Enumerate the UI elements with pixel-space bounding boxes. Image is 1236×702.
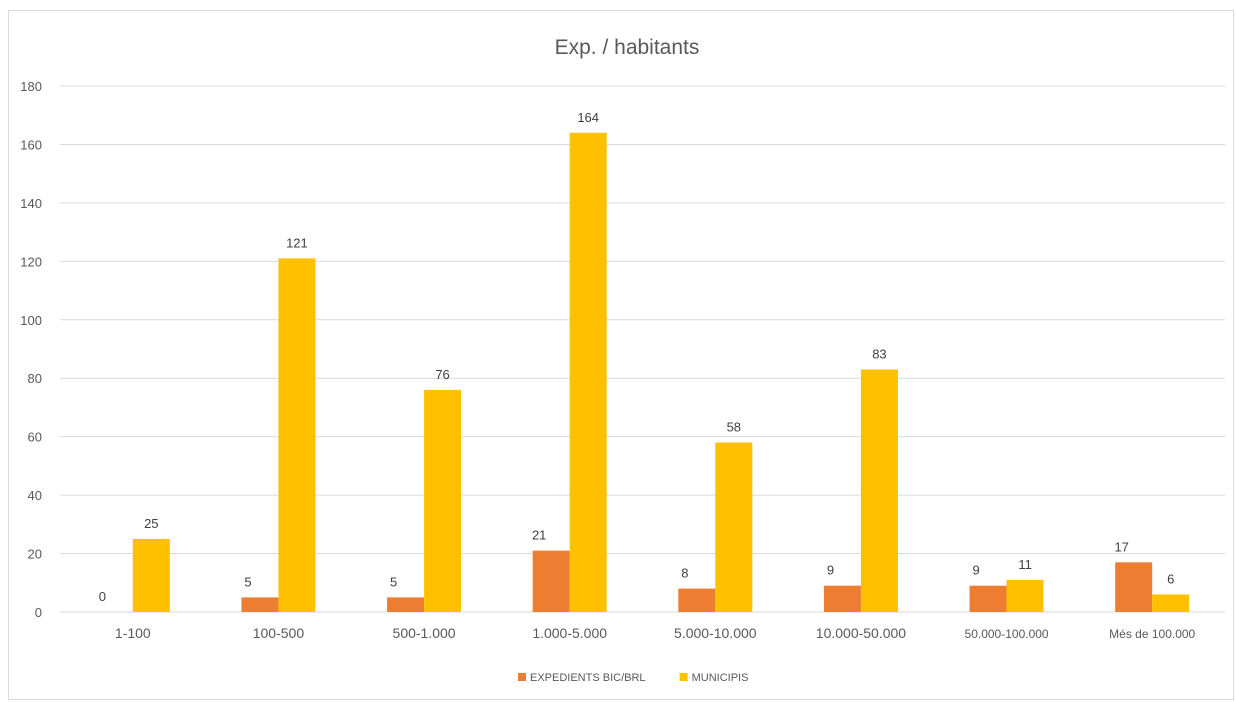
y-tick-label: 120 <box>20 254 42 269</box>
bar <box>969 585 1007 612</box>
bar <box>532 550 570 612</box>
legend: EXPEDIENTS BIC/BRL MUNICIPIS <box>518 672 748 684</box>
x-category-label: 50.000-100.000 <box>965 627 1049 641</box>
x-category-label: Més de 100.000 <box>1109 627 1195 641</box>
legend-swatch <box>679 673 688 681</box>
data-label: 6 <box>1167 571 1174 586</box>
data-label: 5 <box>244 574 251 589</box>
y-tick-label: 80 <box>28 371 42 386</box>
bar <box>278 258 316 612</box>
bar <box>569 132 607 612</box>
bar <box>1152 594 1190 612</box>
bar <box>715 442 753 612</box>
chart-title: Exp. / habitants <box>555 36 700 59</box>
data-label: 9 <box>972 563 979 578</box>
data-labels: 0 25 5 121 5 76 21 164 8 58 9 83 9 11 17 6 <box>99 110 1175 604</box>
data-label: 121 <box>286 235 308 250</box>
bars <box>132 132 1190 612</box>
data-label: 11 <box>1018 557 1032 572</box>
data-label: 5 <box>390 574 397 589</box>
legend-label: EXPEDIENTS BIC/BRL <box>530 672 646 684</box>
y-tick-label: 100 <box>20 313 42 328</box>
data-label: 9 <box>827 563 834 578</box>
data-label: 164 <box>577 110 599 125</box>
x-category-label: 100-500 <box>253 625 305 641</box>
bar <box>241 597 279 612</box>
data-label: 76 <box>435 367 449 382</box>
y-axis-ticks: 0 20 40 60 80 100 120 140 160 180 <box>20 79 42 620</box>
bar <box>678 588 716 612</box>
x-category-label: 5.000-10.000 <box>674 625 757 641</box>
x-category-label: 500-1.000 <box>393 625 456 641</box>
y-tick-label: 0 <box>35 605 42 620</box>
data-label: 21 <box>532 528 546 543</box>
data-label: 58 <box>727 420 741 435</box>
bar <box>387 597 425 612</box>
data-label: 25 <box>144 516 158 531</box>
bar <box>132 538 170 612</box>
bar <box>1115 562 1153 612</box>
bar <box>823 585 861 612</box>
bar <box>1006 579 1044 612</box>
y-tick-label: 40 <box>28 488 42 503</box>
x-axis-labels: 1-100 100-500 500-1.000 1.000-5.000 5.000-10… <box>115 625 1196 641</box>
legend-label: MUNICIPIS <box>692 672 749 684</box>
gridlines <box>60 85 1225 613</box>
data-label: 0 <box>99 589 106 604</box>
x-category-label: 1.000-5.000 <box>532 625 607 641</box>
x-category-label: 1-100 <box>115 625 151 641</box>
legend-swatch <box>518 673 526 681</box>
data-label: 83 <box>872 346 886 361</box>
y-tick-label: 160 <box>20 137 42 152</box>
y-tick-label: 60 <box>28 430 42 445</box>
data-label: 17 <box>1114 539 1128 554</box>
y-tick-label: 140 <box>20 196 42 211</box>
y-tick-label: 20 <box>28 547 42 562</box>
data-label: 8 <box>681 566 688 581</box>
bar <box>424 389 462 612</box>
bar <box>860 369 898 612</box>
y-tick-label: 180 <box>20 79 42 94</box>
x-category-label: 10.000-50.000 <box>816 625 907 641</box>
